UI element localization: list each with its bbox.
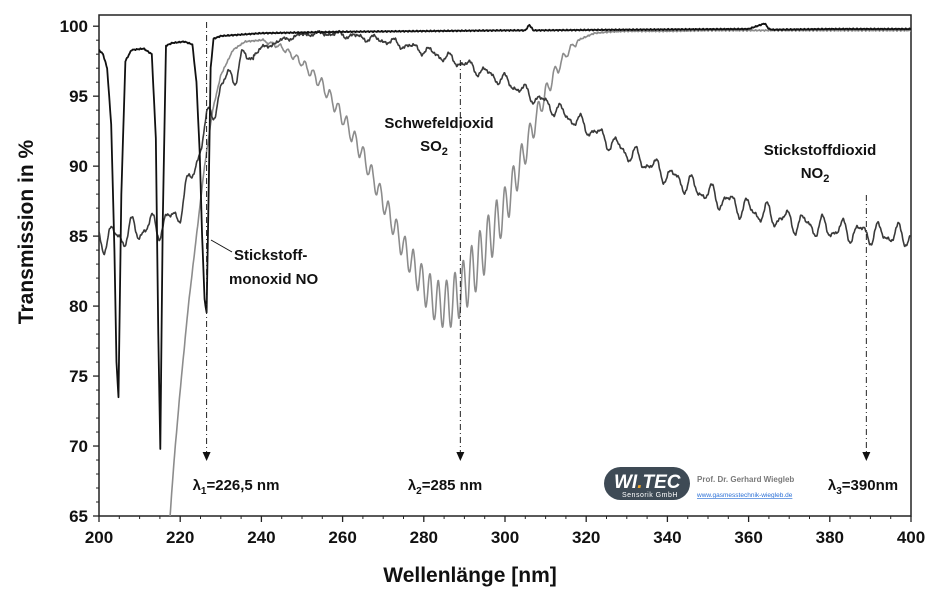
x-tick-label-200: 200 <box>85 528 113 547</box>
logo-brand-dot: . <box>637 472 642 493</box>
marker-arrow-l3 <box>862 452 871 461</box>
so2-base: SO <box>420 138 442 155</box>
marker-label-l3: λ3=390nm <box>828 477 898 497</box>
y-tick-label-90: 90 <box>69 157 88 176</box>
y-tick-label-75: 75 <box>69 367 88 386</box>
series-line-0 <box>99 22 911 450</box>
marker-symbol: λ <box>408 477 417 494</box>
marker-arrow-l1 <box>202 452 211 461</box>
marker-label-l1: λ1=226,5 nm <box>193 477 280 497</box>
x-tick-label-400: 400 <box>897 528 925 547</box>
x-tick-label-280: 280 <box>410 528 438 547</box>
marker-subscript: 2 <box>416 486 422 497</box>
annotation-no-leader <box>210 239 233 253</box>
x-tick-label-240: 240 <box>247 528 275 547</box>
x-tick-label-300: 300 <box>491 528 519 547</box>
marker-value: =390nm <box>842 477 898 494</box>
series-layer <box>99 22 911 516</box>
marker-symbol: λ <box>828 477 837 494</box>
marker-label-l2: λ2=285 nm <box>408 477 482 497</box>
y-tick-label-65: 65 <box>69 507 88 526</box>
marker-symbol: λ <box>193 477 202 494</box>
logo-brand-left: WI <box>614 472 638 493</box>
annotation-no2-name: Stickstoffdioxid <box>764 142 877 159</box>
x-tick-label-360: 360 <box>734 528 762 547</box>
y-tick-label-85: 85 <box>69 227 88 246</box>
axis-ticks: 200 220 240 260 280 300 320 340 360 380 4006570758… <box>60 17 926 547</box>
plot-area <box>98 14 912 517</box>
x-tick-label-320: 320 <box>572 528 600 547</box>
marker-value: =226,5 nm <box>206 477 279 494</box>
y-tick-label-95: 95 <box>69 87 88 106</box>
logo-person: Prof. Dr. Gerhard Wiegleb <box>697 475 794 484</box>
logo-badge <box>604 467 690 500</box>
y-tick-label-80: 80 <box>69 297 88 316</box>
x-tick-label-220: 220 <box>166 528 194 547</box>
annotation-so2-name: Schwefeldioxid <box>384 115 493 132</box>
annotation-no-line1: Stickstoff- <box>234 247 307 264</box>
y-tick-label-70: 70 <box>69 437 88 456</box>
witec-logo: WI.TEC Sensorik GmbH Prof. Dr. Gerhard W… <box>604 467 794 500</box>
logo-subline: Sensorik GmbH <box>622 492 678 499</box>
no2-base: NO <box>801 165 824 182</box>
no2-subscript: 2 <box>823 173 829 185</box>
logo-url: www.gasmesstechnik-wiegleb.de <box>696 492 793 499</box>
x-axis-title: Wellenlänge [nm] <box>383 564 556 587</box>
marker-arrow-l2 <box>456 452 465 461</box>
marker-subscript: 3 <box>836 486 842 497</box>
annotation-no: Stickstoff- monoxid NO <box>210 239 318 288</box>
annotation-no2-formula: NO2 <box>801 165 830 185</box>
marker-layer: λ1=226,5 nm λ2=285 nm λ3=390nm <box>193 22 898 497</box>
y-axis-title: Transmission in % <box>15 139 38 324</box>
series-line-2 <box>99 29 911 256</box>
annotation-so2-formula: SO2 <box>420 138 448 158</box>
y-tick-label-100: 100 <box>60 17 88 36</box>
annotation-no-line2: monoxid NO <box>229 271 318 288</box>
logo-brand: WI.TEC <box>614 472 681 493</box>
x-tick-label-260: 260 <box>328 528 356 547</box>
marker-subscript: 1 <box>201 486 207 497</box>
annotation-so2: Schwefeldioxid SO2 <box>384 115 493 158</box>
so2-subscript: 2 <box>442 146 448 158</box>
x-tick-label-380: 380 <box>816 528 844 547</box>
logo-brand-right: TEC <box>643 472 681 493</box>
marker-value: =285 nm <box>422 477 482 494</box>
x-tick-label-340: 340 <box>653 528 681 547</box>
annotation-no2: Stickstoffdioxid NO2 <box>764 142 877 185</box>
